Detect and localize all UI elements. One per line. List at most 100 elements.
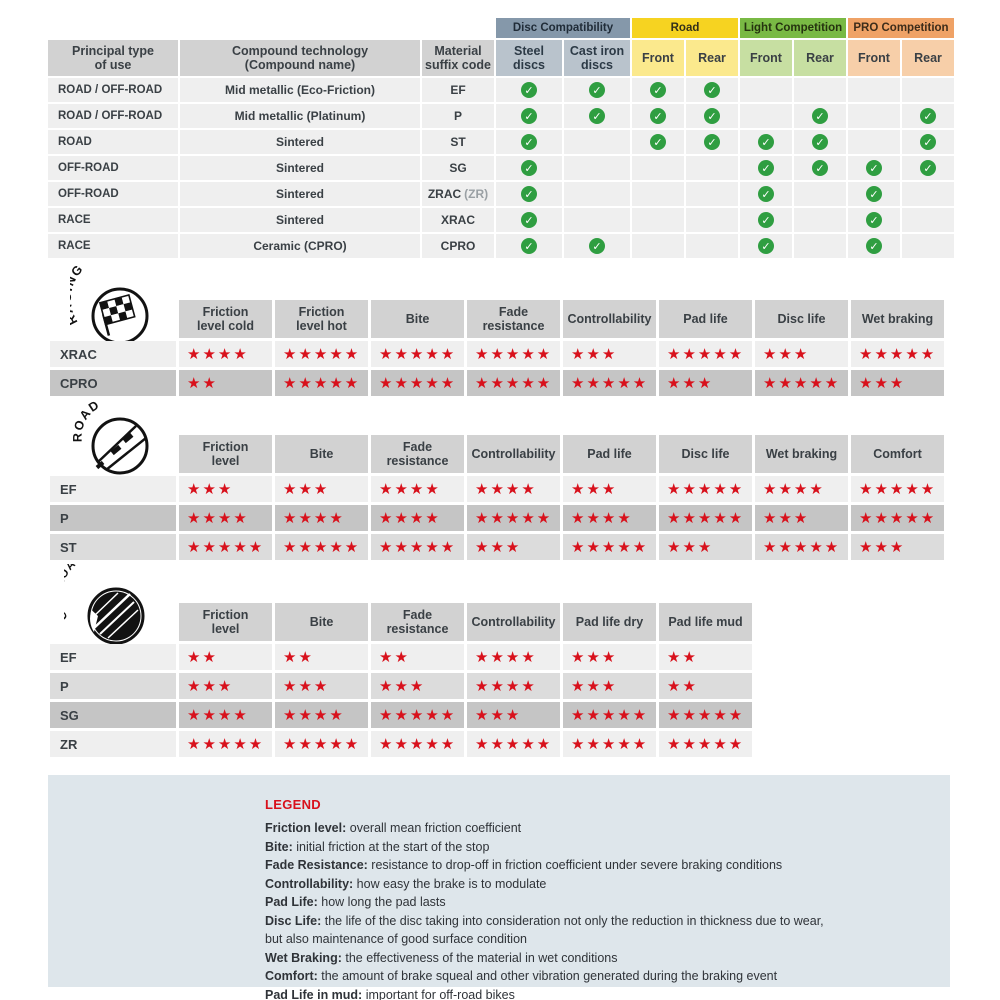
compat-check-cell <box>632 234 684 258</box>
check-icon: ✓ <box>758 238 774 254</box>
road-star-rating: ★★★★★ <box>851 476 944 502</box>
offroad-star-rating: ★★★★★ <box>371 731 464 757</box>
legend-item: Fade Resistance: resistance to drop-off … <box>265 858 783 872</box>
legend-term: Controllability: <box>265 876 354 891</box>
road-compound-label: ST <box>50 534 176 560</box>
road-rating-header-5: Disc life <box>659 435 752 473</box>
use-cell: RACE <box>48 208 178 232</box>
offroad-rating-header-4: Pad life dry <box>563 603 656 641</box>
check-icon: ✓ <box>521 160 537 176</box>
check-icon: ✓ <box>521 134 537 150</box>
sub-header-road: Front <box>632 40 684 76</box>
compat-check-cell: ✓ <box>496 208 562 232</box>
check-icon: ✓ <box>812 160 828 176</box>
check-icon: ✓ <box>866 212 882 228</box>
compat-check-cell <box>794 234 846 258</box>
check-icon: ✓ <box>650 108 666 124</box>
compat-check-cell: ✓ <box>740 130 792 154</box>
column-header-1: Compound technology (Compound name) <box>180 40 420 76</box>
compatibility-table: Disc Compatibility Road Light Competition P… <box>48 18 954 258</box>
racing-star-rating: ★★★ <box>851 370 944 396</box>
racing-star-rating: ★★★★★ <box>371 370 464 396</box>
road-star-rating: ★★★ <box>755 505 848 531</box>
road-star-rating: ★★★★★ <box>275 534 368 560</box>
check-icon: ✓ <box>758 186 774 202</box>
offroad-star-rating: ★★★ <box>371 673 464 699</box>
racing-star-rating: ★★★★★ <box>659 341 752 367</box>
code-cell: XRAC <box>422 208 494 232</box>
racing-rating-header-5: Pad life <box>659 300 752 338</box>
offroad-star-rating: ★★ <box>371 644 464 670</box>
check-icon: ✓ <box>704 82 720 98</box>
check-icon: ✓ <box>589 238 605 254</box>
code-cell: EF <box>422 78 494 102</box>
offroad-compound-label: SG <box>50 702 176 728</box>
racing-star-rating: ★★★ <box>563 341 656 367</box>
check-icon: ✓ <box>521 82 537 98</box>
sub-header-disc: Steel discs <box>496 40 562 76</box>
code-cell: ZRAC (ZR) <box>422 182 494 206</box>
compat-check-cell <box>632 182 684 206</box>
road-star-rating: ★★★★★ <box>851 505 944 531</box>
column-header-0: Principal type of use <box>48 40 178 76</box>
offroad-star-rating: ★★★★★ <box>659 702 752 728</box>
compat-check-cell <box>632 208 684 232</box>
compat-check-cell <box>902 208 954 232</box>
racing-rating-header-6: Disc life <box>755 300 848 338</box>
compat-check-cell: ✓ <box>848 182 900 206</box>
offroad-star-rating: ★★★★★ <box>563 702 656 728</box>
header-spacer <box>48 18 178 38</box>
road-compound-label: EF <box>50 476 176 502</box>
compat-check-cell <box>564 156 630 180</box>
offroad-rating-header-3: Controllability <box>467 603 560 641</box>
check-icon: ✓ <box>704 134 720 150</box>
check-icon: ✓ <box>521 238 537 254</box>
road-star-rating: ★★★ <box>467 534 560 560</box>
check-icon: ✓ <box>812 134 828 150</box>
corner-spacer <box>50 300 176 338</box>
offroad-ratings-table: Friction level Bite Fade resistance Control… <box>50 603 752 757</box>
road-star-rating: ★★★ <box>851 534 944 560</box>
racing-compound-label: CPRO <box>50 370 176 396</box>
compat-check-cell: ✓ <box>794 104 846 128</box>
group-header-road: Road <box>632 18 738 38</box>
road-rating-header-4: Pad life <box>563 435 656 473</box>
compat-check-cell: ✓ <box>496 234 562 258</box>
check-icon: ✓ <box>521 212 537 228</box>
racing-star-rating: ★★★★ <box>179 341 272 367</box>
legend-term: Wet Braking: <box>265 950 342 965</box>
offroad-star-rating: ★★★ <box>563 644 656 670</box>
road-star-rating: ★★★★★ <box>659 476 752 502</box>
use-cell: OFF-ROAD <box>48 156 178 180</box>
road-star-rating: ★★★ <box>179 476 272 502</box>
code-suffix: (ZR) <box>464 187 489 201</box>
tech-cell: Sintered <box>180 130 420 154</box>
compat-check-cell <box>564 208 630 232</box>
racing-rating-header-4: Controllability <box>563 300 656 338</box>
header-spacer <box>422 18 494 38</box>
offroad-star-rating: ★★★★★ <box>467 731 560 757</box>
code-cell: P <box>422 104 494 128</box>
code-cell: SG <box>422 156 494 180</box>
offroad-compound-label: EF <box>50 644 176 670</box>
compat-check-cell: ✓ <box>740 208 792 232</box>
road-star-rating: ★★★★★ <box>467 505 560 531</box>
compat-check-cell: ✓ <box>740 234 792 258</box>
code-cell: CPRO <box>422 234 494 258</box>
racing-star-rating: ★★ <box>179 370 272 396</box>
compat-check-cell: ✓ <box>496 182 562 206</box>
road-compound-label: P <box>50 505 176 531</box>
compat-check-cell: ✓ <box>848 234 900 258</box>
racing-ratings-table: Friction level cold Friction level hot Bit… <box>50 300 944 396</box>
compat-check-cell: ✓ <box>496 130 562 154</box>
compat-check-cell: ✓ <box>686 78 738 102</box>
check-icon: ✓ <box>650 82 666 98</box>
compat-check-cell: ✓ <box>740 156 792 180</box>
legend-term: Pad Life in mud: <box>265 987 363 1000</box>
legend-item: Comfort: the amount of brake squeal and … <box>265 969 778 983</box>
corner-spacer <box>50 603 176 641</box>
check-icon: ✓ <box>920 160 936 176</box>
offroad-star-rating: ★★★ <box>275 673 368 699</box>
racing-rating-header-1: Friction level hot <box>275 300 368 338</box>
check-icon: ✓ <box>521 108 537 124</box>
